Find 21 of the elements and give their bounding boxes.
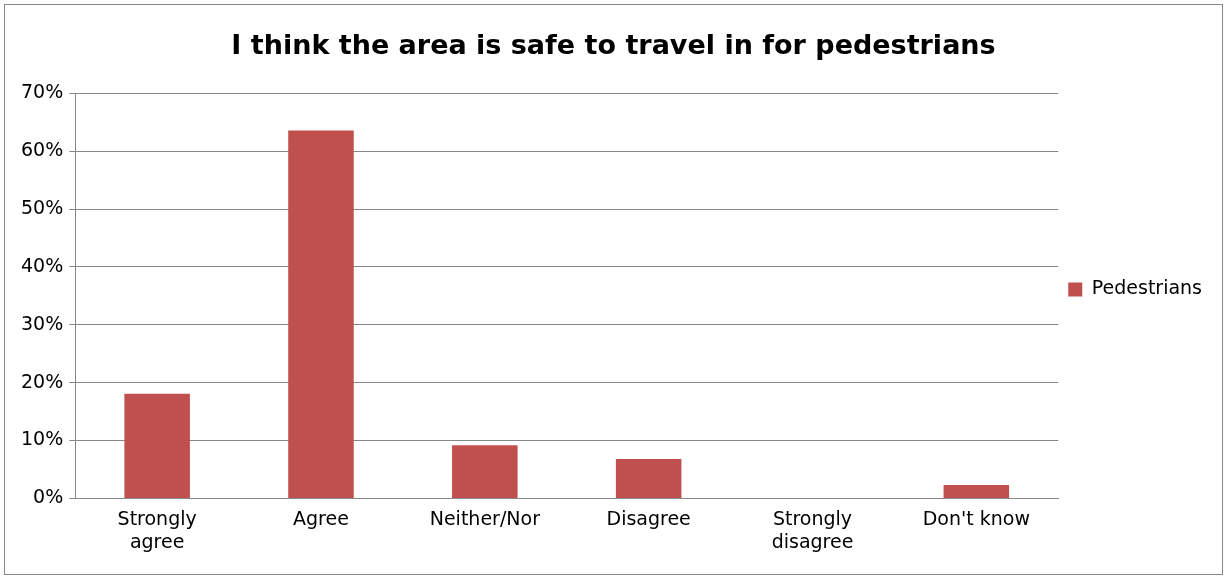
y-tick-label: 20% [21, 369, 64, 392]
y-tick-label: 30% [21, 311, 64, 334]
y-tick-label: 0% [33, 485, 64, 508]
y-tick-label: 40% [21, 253, 64, 276]
bar [943, 485, 1010, 498]
x-tick-label: Neither/Nor [429, 506, 541, 529]
bar [288, 130, 354, 498]
x-tick-label: Don't know [922, 506, 1030, 529]
y-tick-label: 70% [21, 80, 64, 103]
chart-title: I think the area is safe to travel in for pedestrians [231, 29, 996, 61]
x-tick-label: Strongly disagree [771, 506, 854, 552]
legend-label: Pedestrians [1091, 276, 1203, 299]
y-tick-label: 60% [21, 138, 64, 161]
y-tick-label: 50% [21, 196, 64, 219]
bar [124, 393, 190, 498]
x-tick-label: Disagree [606, 506, 691, 529]
bar [452, 445, 518, 498]
x-tick-label: Agree [293, 506, 349, 529]
y-tick-label: 10% [21, 427, 64, 450]
x-tick-label: Strongly agree [117, 506, 197, 552]
bar [615, 459, 682, 498]
